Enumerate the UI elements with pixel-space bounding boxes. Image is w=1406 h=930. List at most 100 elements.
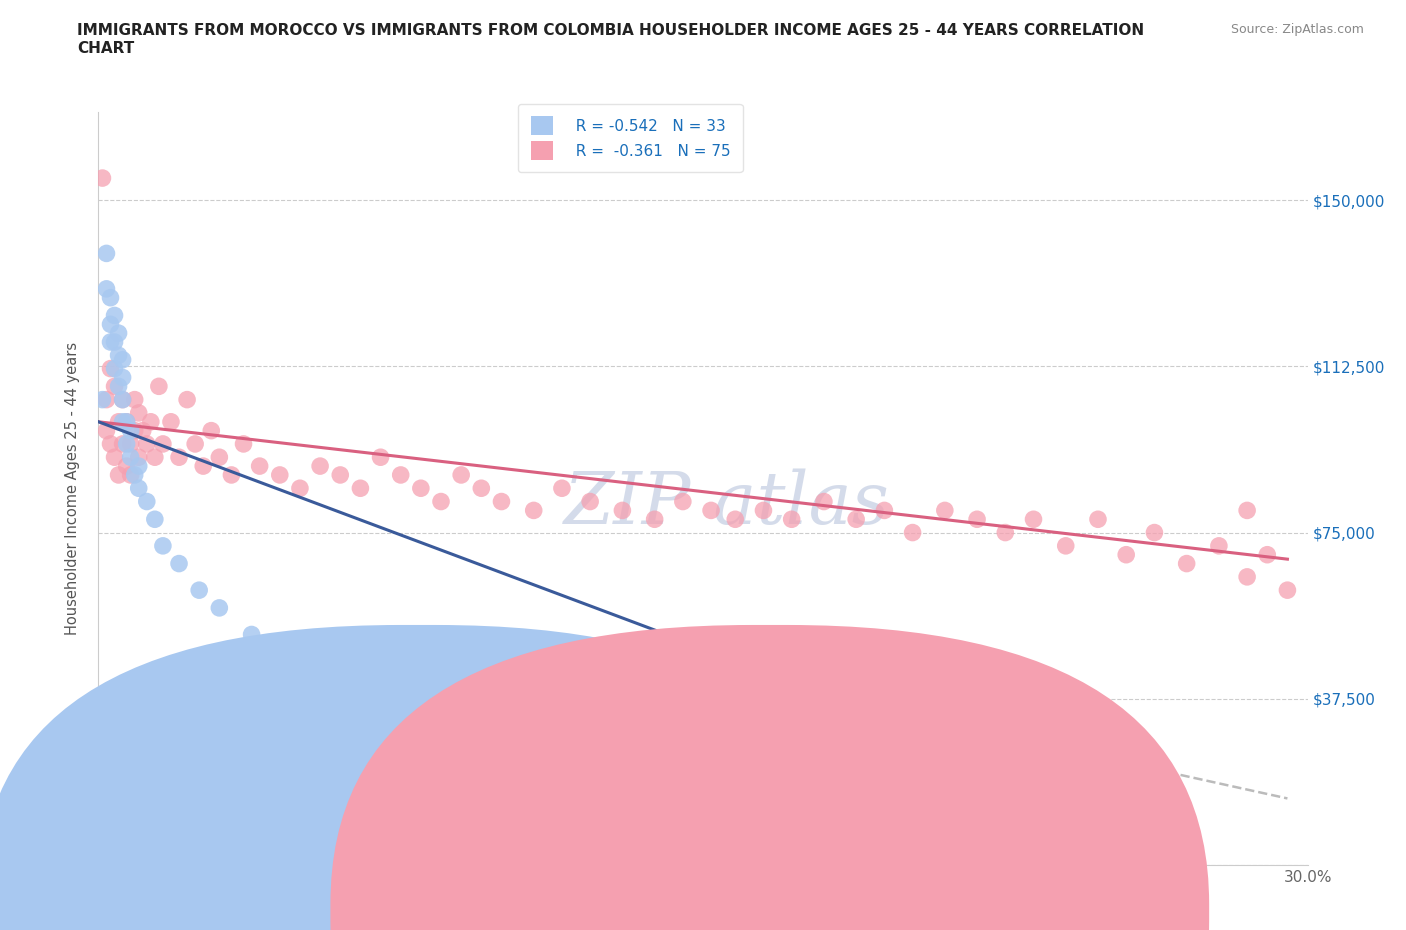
Point	[240, 627, 263, 642]
Point	[120, 436, 142, 451]
Point	[115, 436, 138, 451]
Point	[124, 423, 146, 438]
Point	[132, 423, 155, 438]
Text: IMMIGRANTS FROM MOROCCO VS IMMIGRANTS FROM COLOMBIA HOUSEHOLDER INCOME AGES 25 -: IMMIGRANTS FROM MOROCCO VS IMMIGRANTS FR…	[77, 23, 1144, 56]
Point	[200, 423, 222, 438]
Point	[208, 450, 231, 465]
Point	[184, 436, 207, 451]
Point	[1256, 547, 1278, 562]
Point	[111, 392, 134, 407]
Point	[269, 468, 291, 483]
Point	[612, 503, 634, 518]
Point	[491, 494, 513, 509]
Point	[1208, 538, 1230, 553]
Point	[103, 450, 125, 465]
Point	[91, 170, 114, 185]
Point	[249, 458, 271, 473]
Point	[139, 415, 162, 430]
Point	[309, 662, 332, 677]
Point	[176, 392, 198, 407]
Point	[115, 458, 138, 473]
Point	[96, 392, 118, 407]
Point	[1277, 583, 1299, 598]
Y-axis label: Householder Income Ages 25 - 44 years: Householder Income Ages 25 - 44 years	[65, 341, 80, 635]
Point	[934, 503, 956, 518]
Point	[780, 512, 803, 526]
Point	[160, 415, 183, 430]
Point	[124, 468, 146, 483]
Point	[672, 494, 695, 509]
Point	[1115, 547, 1137, 562]
Point	[1236, 503, 1258, 518]
Point	[120, 468, 142, 483]
Point	[752, 503, 775, 518]
Point	[389, 468, 412, 483]
Point	[128, 458, 150, 473]
Point	[167, 450, 190, 465]
Point	[1175, 556, 1198, 571]
Point	[1087, 512, 1109, 526]
Point	[115, 415, 138, 430]
Point	[430, 494, 453, 509]
Point	[966, 512, 988, 526]
Point	[107, 326, 129, 340]
Point	[208, 601, 231, 616]
Legend:   R = -0.542   N = 33,   R =  -0.361   N = 75: R = -0.542 N = 33, R = -0.361 N = 75	[519, 104, 742, 172]
Point	[111, 370, 134, 385]
Point	[994, 525, 1017, 540]
Point	[152, 436, 174, 451]
Point	[107, 348, 129, 363]
Point	[193, 458, 215, 473]
Point	[135, 436, 157, 451]
Point	[103, 379, 125, 393]
Point	[100, 317, 122, 332]
Point	[329, 468, 352, 483]
Point	[450, 468, 472, 483]
Point	[111, 436, 134, 451]
Point	[135, 494, 157, 509]
Point	[1236, 569, 1258, 584]
Point	[103, 335, 125, 350]
Point	[167, 556, 190, 571]
Point	[349, 481, 371, 496]
Point	[724, 512, 747, 526]
Point	[551, 481, 574, 496]
Point	[100, 335, 122, 350]
Point	[107, 415, 129, 430]
Point	[309, 458, 332, 473]
Point	[188, 583, 211, 598]
Point	[103, 308, 125, 323]
Point	[143, 512, 166, 526]
Text: Source: ZipAtlas.com: Source: ZipAtlas.com	[1230, 23, 1364, 36]
Point	[111, 392, 134, 407]
Point	[409, 481, 432, 496]
Point	[96, 282, 118, 297]
Point	[128, 450, 150, 465]
Point	[148, 379, 170, 393]
Point	[370, 450, 392, 465]
Point	[111, 352, 134, 367]
Point	[96, 246, 118, 260]
Point	[901, 525, 924, 540]
Point	[832, 689, 855, 704]
Point	[1143, 525, 1166, 540]
Point	[107, 379, 129, 393]
Point	[1022, 512, 1045, 526]
Point	[152, 538, 174, 553]
Point	[120, 450, 142, 465]
Point	[100, 290, 122, 305]
Point	[111, 415, 134, 430]
Point	[221, 468, 243, 483]
Point	[143, 450, 166, 465]
Point	[91, 392, 114, 407]
Point	[579, 494, 602, 509]
Point	[96, 423, 118, 438]
Point	[256, 644, 278, 659]
Point	[232, 436, 254, 451]
Point	[115, 415, 138, 430]
Text: Immigrants from Colombia: Immigrants from Colombia	[751, 893, 936, 907]
Text: Immigrants from Morocco: Immigrants from Morocco	[402, 893, 582, 907]
Point	[103, 361, 125, 376]
Point	[100, 361, 122, 376]
Point	[100, 436, 122, 451]
